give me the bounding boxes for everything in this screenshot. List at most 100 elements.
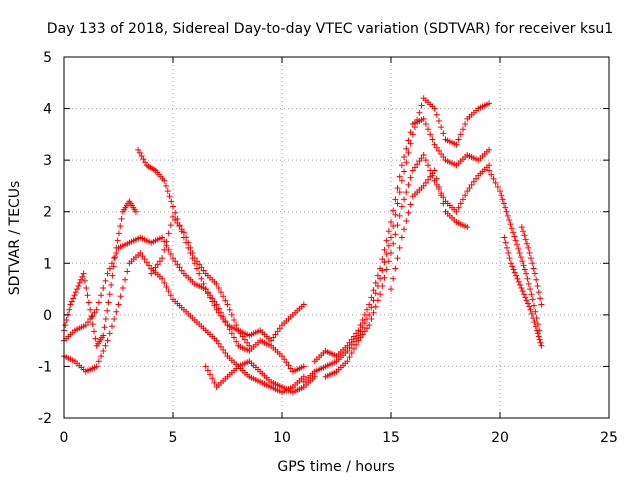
data-point [420, 182, 427, 189]
series-sat-l [501, 234, 545, 349]
data-point [438, 124, 445, 131]
data-point [226, 306, 233, 313]
data-point [161, 279, 168, 286]
data-point [108, 281, 115, 288]
data-point [104, 337, 111, 344]
data-point [161, 177, 168, 184]
data-point [515, 245, 522, 252]
data-point [102, 277, 109, 284]
data-point [353, 341, 360, 348]
data-point [498, 192, 505, 199]
data-point [231, 317, 238, 324]
data-point [420, 151, 427, 158]
data-point [405, 209, 412, 216]
data-point [198, 275, 205, 282]
data-point [98, 292, 105, 299]
data-point [233, 322, 240, 329]
data-point [385, 242, 392, 249]
x-tick-label: 25 [600, 430, 618, 446]
data-point [108, 323, 115, 330]
data-point [522, 236, 529, 243]
data-point [74, 286, 81, 293]
data-point [137, 249, 144, 256]
data-point [534, 330, 541, 337]
data-point [366, 322, 373, 329]
x-tick-label: 5 [169, 430, 178, 446]
data-point [514, 275, 521, 282]
data-point [501, 234, 508, 241]
data-point [281, 356, 288, 363]
data-point [530, 314, 537, 321]
data-point [435, 117, 442, 124]
data-point [438, 192, 445, 199]
data-point [104, 270, 111, 277]
data-point [433, 111, 440, 118]
data-point [193, 265, 200, 272]
data-point [172, 209, 179, 216]
data-point [392, 211, 399, 218]
data-point [355, 337, 362, 344]
data-point [527, 306, 534, 313]
data-point [359, 331, 366, 338]
data-point [416, 158, 423, 165]
data-point [113, 244, 120, 251]
data-point [416, 109, 423, 116]
data-point [146, 262, 153, 269]
data-point [392, 231, 399, 238]
data-point [76, 279, 83, 286]
data-point [141, 256, 148, 263]
data-point [72, 289, 79, 296]
data-point [374, 297, 381, 304]
data-point [407, 201, 414, 208]
data-point [396, 189, 403, 196]
y-axis-label: SDTVAR / TECUs [7, 181, 23, 296]
data-point [346, 339, 353, 346]
data-point [207, 371, 214, 378]
data-point [102, 342, 109, 349]
data-point [283, 359, 290, 366]
data-point [381, 259, 388, 266]
data-point [105, 299, 112, 306]
data-point [70, 295, 77, 302]
data-point [156, 258, 163, 265]
data-point [84, 319, 91, 326]
data-point [215, 309, 222, 316]
data-point [440, 130, 447, 137]
data-point [499, 196, 506, 203]
data-point [405, 137, 412, 144]
data-point [159, 275, 166, 282]
data-point [394, 222, 401, 229]
data-point [486, 146, 493, 153]
data-point [435, 183, 442, 190]
data-point [538, 301, 545, 308]
data-point [300, 363, 307, 370]
data-point [511, 269, 518, 276]
data-point [154, 261, 161, 268]
data-point [100, 285, 107, 292]
data-point [490, 175, 497, 182]
data-point [166, 193, 173, 200]
data-point [163, 238, 170, 245]
chart-title: Day 133 of 2018, Sidereal Day-to-day VTE… [47, 21, 613, 37]
data-point [233, 338, 240, 345]
data-point [506, 216, 513, 223]
data-point [525, 244, 532, 251]
data-point [176, 223, 183, 230]
x-axis-label: GPS time / hours [277, 459, 394, 475]
series-sat-f [202, 358, 318, 396]
data-point [209, 375, 216, 382]
data-point [514, 241, 521, 248]
data-point [62, 322, 69, 329]
data-point [88, 313, 95, 320]
data-point [431, 167, 438, 174]
data-point [71, 292, 78, 299]
y-tick-label: -2 [38, 411, 52, 427]
data-point [357, 334, 364, 341]
data-point [287, 365, 294, 372]
data-point [425, 126, 432, 133]
data-point [140, 156, 147, 163]
data-point [136, 149, 143, 156]
data-point [509, 263, 516, 270]
data-point [228, 311, 235, 318]
series-sat-j [388, 167, 471, 293]
